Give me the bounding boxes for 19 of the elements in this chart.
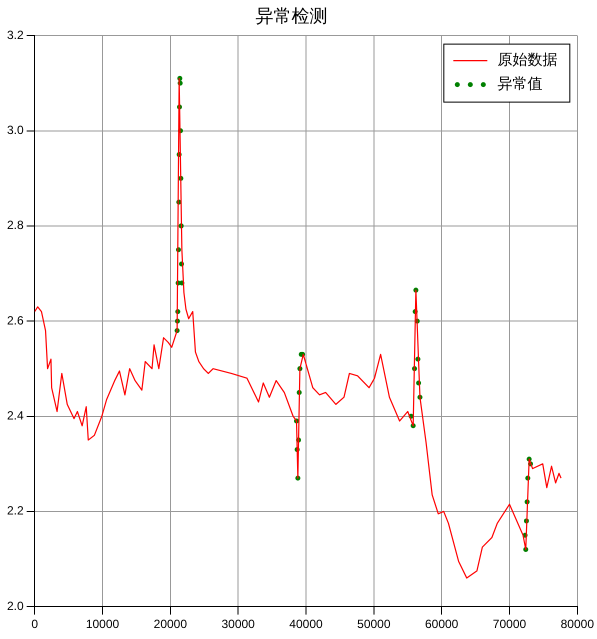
x-tick-label: 10000: [86, 617, 120, 632]
y-tick-label: 2.8: [6, 218, 24, 232]
y-tick-label: 2.0: [6, 598, 24, 613]
y-tick-label: 3.0: [6, 123, 24, 138]
x-tick-label: 80000: [560, 617, 594, 632]
y-tick-label: 2.6: [6, 313, 24, 328]
x-tick-label: 40000: [289, 617, 324, 632]
y-tick-label: 2.2: [6, 504, 24, 518]
x-tick-label: 0: [31, 617, 38, 632]
y-tick-label: 3.2: [6, 28, 24, 42]
x-tick-label: 50000: [357, 617, 391, 632]
chart-title: 异常检测: [256, 6, 328, 26]
x-tick-label: 20000: [154, 617, 188, 632]
x-tick-label: 30000: [221, 617, 256, 632]
legend-label: 异常值: [497, 76, 542, 93]
x-tick-label: 70000: [492, 617, 526, 632]
legend-label: 原始数据: [497, 52, 558, 69]
y-tick-label: 2.4: [6, 408, 24, 423]
x-tick-label: 60000: [424, 617, 459, 632]
